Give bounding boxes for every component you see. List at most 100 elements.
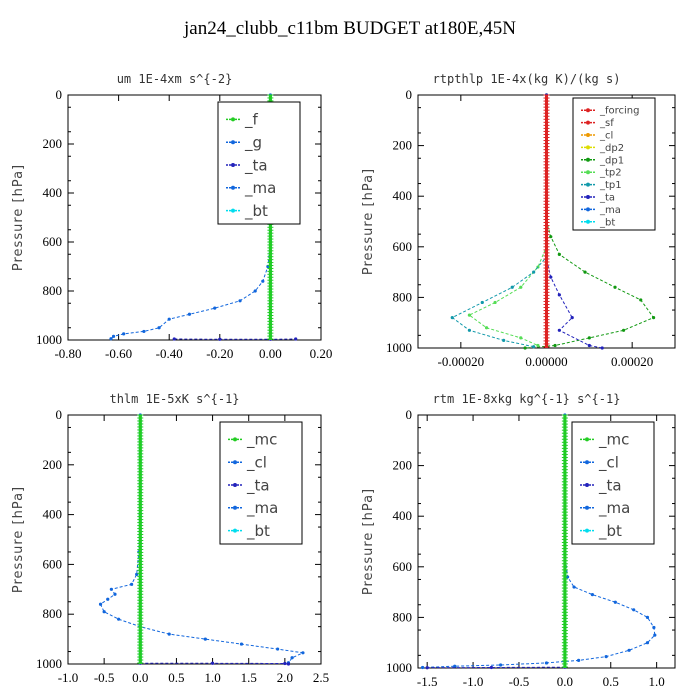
- series-point-tp1: [467, 328, 471, 332]
- x-tick-label: -1.5: [417, 674, 438, 689]
- legend-marker: [586, 120, 590, 125]
- y-tick-label: 1000: [386, 660, 412, 675]
- legend-marker: [586, 170, 590, 175]
- legend-label: _sf: [599, 118, 614, 129]
- x-tick-label: 0.0: [557, 674, 573, 689]
- legend-marker: [586, 157, 590, 162]
- legend-marker: [586, 195, 590, 199]
- legend-marker: [585, 505, 589, 510]
- series-point-cl: [627, 648, 631, 652]
- y-tick-label: 400: [43, 507, 63, 522]
- legend-label: _dp2: [599, 143, 624, 154]
- chart-rtpthlp: rtpthlp 1E-4x(kg K)/(kg s) Pressure [hPa]…: [361, 72, 676, 369]
- panel-title: thlm 1E-5xK s^{-1}: [109, 392, 239, 406]
- x-tick-label: 0.0: [132, 670, 148, 685]
- y-tick-label: 200: [43, 457, 63, 472]
- series-point-tp1: [532, 270, 536, 274]
- y-tick-label: 600: [393, 239, 413, 254]
- legend-marker: [585, 483, 589, 487]
- legend-label: _ma: [244, 179, 276, 198]
- x-tick-label: -0.40: [156, 346, 183, 361]
- series-line-tp1: [451, 95, 547, 348]
- series-point-cl: [167, 632, 171, 636]
- series-point-cl: [203, 637, 207, 641]
- y-tick-label: 400: [393, 508, 413, 523]
- legend-marker: [231, 163, 235, 167]
- y-tick-label: 200: [393, 138, 413, 153]
- series-point-cl: [113, 592, 117, 596]
- series-point-g: [142, 329, 146, 334]
- legend-marker: [586, 133, 590, 137]
- series-point-ta: [549, 275, 553, 279]
- series-point-cl: [572, 585, 576, 589]
- legend-box: [217, 101, 301, 225]
- series-point-g: [187, 312, 192, 316]
- legend-label: _ta: [598, 476, 622, 495]
- y-tick-label: 1000: [36, 656, 62, 671]
- legend-label: _g: [244, 133, 262, 152]
- series-point-tp1: [510, 285, 514, 289]
- y-tick-label: 600: [43, 556, 63, 571]
- series-point-ta: [286, 662, 291, 666]
- x-tick-label: 1.0: [649, 674, 665, 689]
- series-point-ta: [283, 661, 287, 666]
- series-point-cl: [239, 642, 244, 646]
- series-line-tp2: [468, 95, 547, 346]
- series-point-tp1: [502, 338, 506, 343]
- series-point-cl: [117, 617, 121, 621]
- series-point-ta: [425, 666, 429, 670]
- plot-frame: [417, 414, 676, 669]
- panel-title: rtm 1E-8xkg kg^{-1} s^{-1}: [433, 392, 621, 406]
- legend-marker: [585, 460, 589, 465]
- series-point-ta: [587, 343, 591, 348]
- x-tick-label: -0.5: [509, 674, 530, 689]
- x-tick-label: 0.20: [310, 346, 333, 361]
- series-point-g: [213, 306, 217, 310]
- x-tick-label: 0.00000: [525, 354, 567, 369]
- series-point-g: [253, 289, 257, 293]
- legend-marker: [586, 182, 590, 187]
- series-point-tp1: [480, 300, 484, 305]
- series-point-ta: [210, 661, 215, 665]
- legend-marker: [233, 437, 237, 442]
- y-tick-label: 800: [393, 609, 413, 624]
- y-tick-label: 600: [393, 559, 413, 574]
- plot-frame: [67, 414, 322, 665]
- legend-marker: [233, 505, 237, 510]
- page-title: jan24_clubb_c11bm BUDGET at180E,45N: [184, 18, 516, 39]
- series-point-cl: [276, 647, 280, 651]
- panel-title: um 1E-4xm s^{-2}: [117, 72, 233, 86]
- series-point-cl: [653, 633, 657, 637]
- legend-marker: [585, 437, 589, 442]
- legend-label: _ma: [246, 499, 278, 518]
- x-tick-label: -1.0: [463, 674, 484, 689]
- legend-label: _cl: [246, 453, 267, 472]
- series-point-cl: [632, 608, 636, 612]
- series-point-cl: [420, 665, 425, 670]
- y-tick-label: 800: [393, 289, 413, 304]
- series-point-cl: [301, 651, 305, 655]
- x-tick-label: 1.5: [241, 670, 257, 685]
- legend-marker: [585, 528, 589, 533]
- x-tick-label: -0.20: [206, 346, 233, 361]
- series-point-dp1: [622, 328, 626, 332]
- series-line-cl: [422, 415, 656, 668]
- series-line-ta: [427, 666, 565, 669]
- legend-marker: [233, 483, 237, 487]
- y-tick-label: 800: [43, 606, 63, 621]
- series-point-dp1: [557, 252, 561, 256]
- series-point-dp1: [583, 270, 587, 274]
- series-point-tp2: [519, 336, 523, 340]
- series-point-tp2: [519, 285, 523, 289]
- legend-box: [571, 421, 655, 545]
- legend-label: _ta: [246, 476, 270, 495]
- y-axis-label: Pressure [hPa]: [11, 164, 26, 271]
- y-tick-label: 400: [393, 188, 413, 203]
- legend-label: _ma: [599, 205, 621, 216]
- legend-label: _dp1: [599, 155, 624, 166]
- series-point-dp1: [639, 298, 643, 302]
- y-tick-label: 200: [43, 136, 63, 151]
- series-point-ta: [489, 665, 494, 670]
- y-tick-label: 1000: [36, 332, 62, 347]
- series-point-g: [238, 299, 242, 303]
